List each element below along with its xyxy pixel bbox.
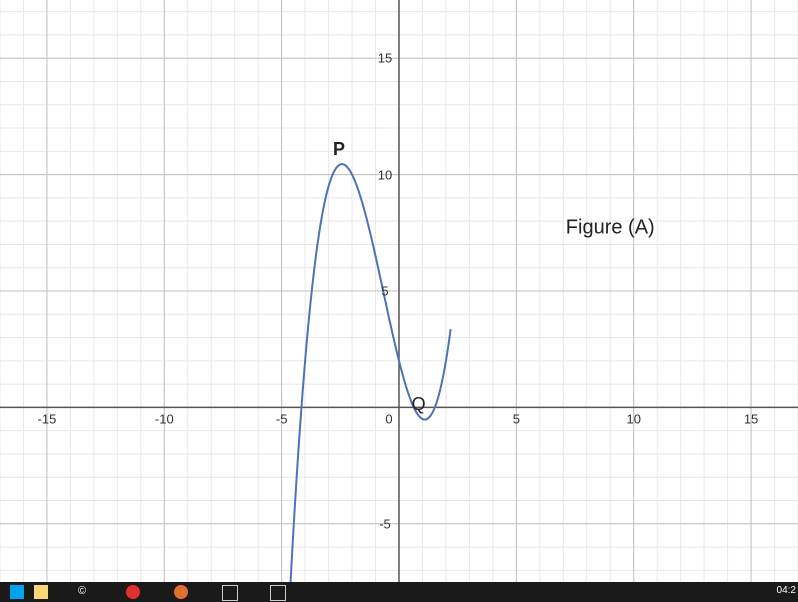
x-tick-label: 15 (744, 412, 758, 427)
figure-label: Figure (A) (566, 217, 655, 240)
x-tick-label: 5 (513, 412, 520, 427)
taskbar-copyright-icon[interactable]: © (78, 585, 86, 599)
chart-area: -15 -10 -5 0 5 10 15 -5 5 10 15 P Q Figure (A) (0, 0, 798, 582)
y-tick-label: -5 (379, 516, 391, 531)
x-tick-label: -15 (38, 412, 57, 427)
x-tick-label: 10 (626, 412, 640, 427)
taskbar-orange-app-icon[interactable] (174, 585, 188, 599)
x-tick-label: -10 (155, 412, 174, 427)
y-tick-label: 15 (378, 51, 392, 66)
taskbar-window2-icon[interactable] (270, 585, 286, 601)
taskbar-folder-icon[interactable] (34, 585, 48, 599)
taskbar-clock: 04:2 (777, 585, 796, 596)
chart-svg (0, 0, 798, 582)
taskbar-start-icon[interactable] (10, 585, 24, 599)
taskbar-red-app-icon[interactable] (126, 585, 140, 599)
x-tick-label: -5 (276, 412, 288, 427)
y-tick-label: 10 (378, 167, 392, 182)
taskbar-window1-icon[interactable] (222, 585, 238, 601)
y-tick-label: 5 (381, 284, 388, 299)
label-p: P (333, 139, 345, 160)
x-tick-label: 0 (385, 412, 392, 427)
label-q: Q (412, 394, 426, 415)
taskbar[interactable]: © 04:2 (0, 582, 798, 602)
